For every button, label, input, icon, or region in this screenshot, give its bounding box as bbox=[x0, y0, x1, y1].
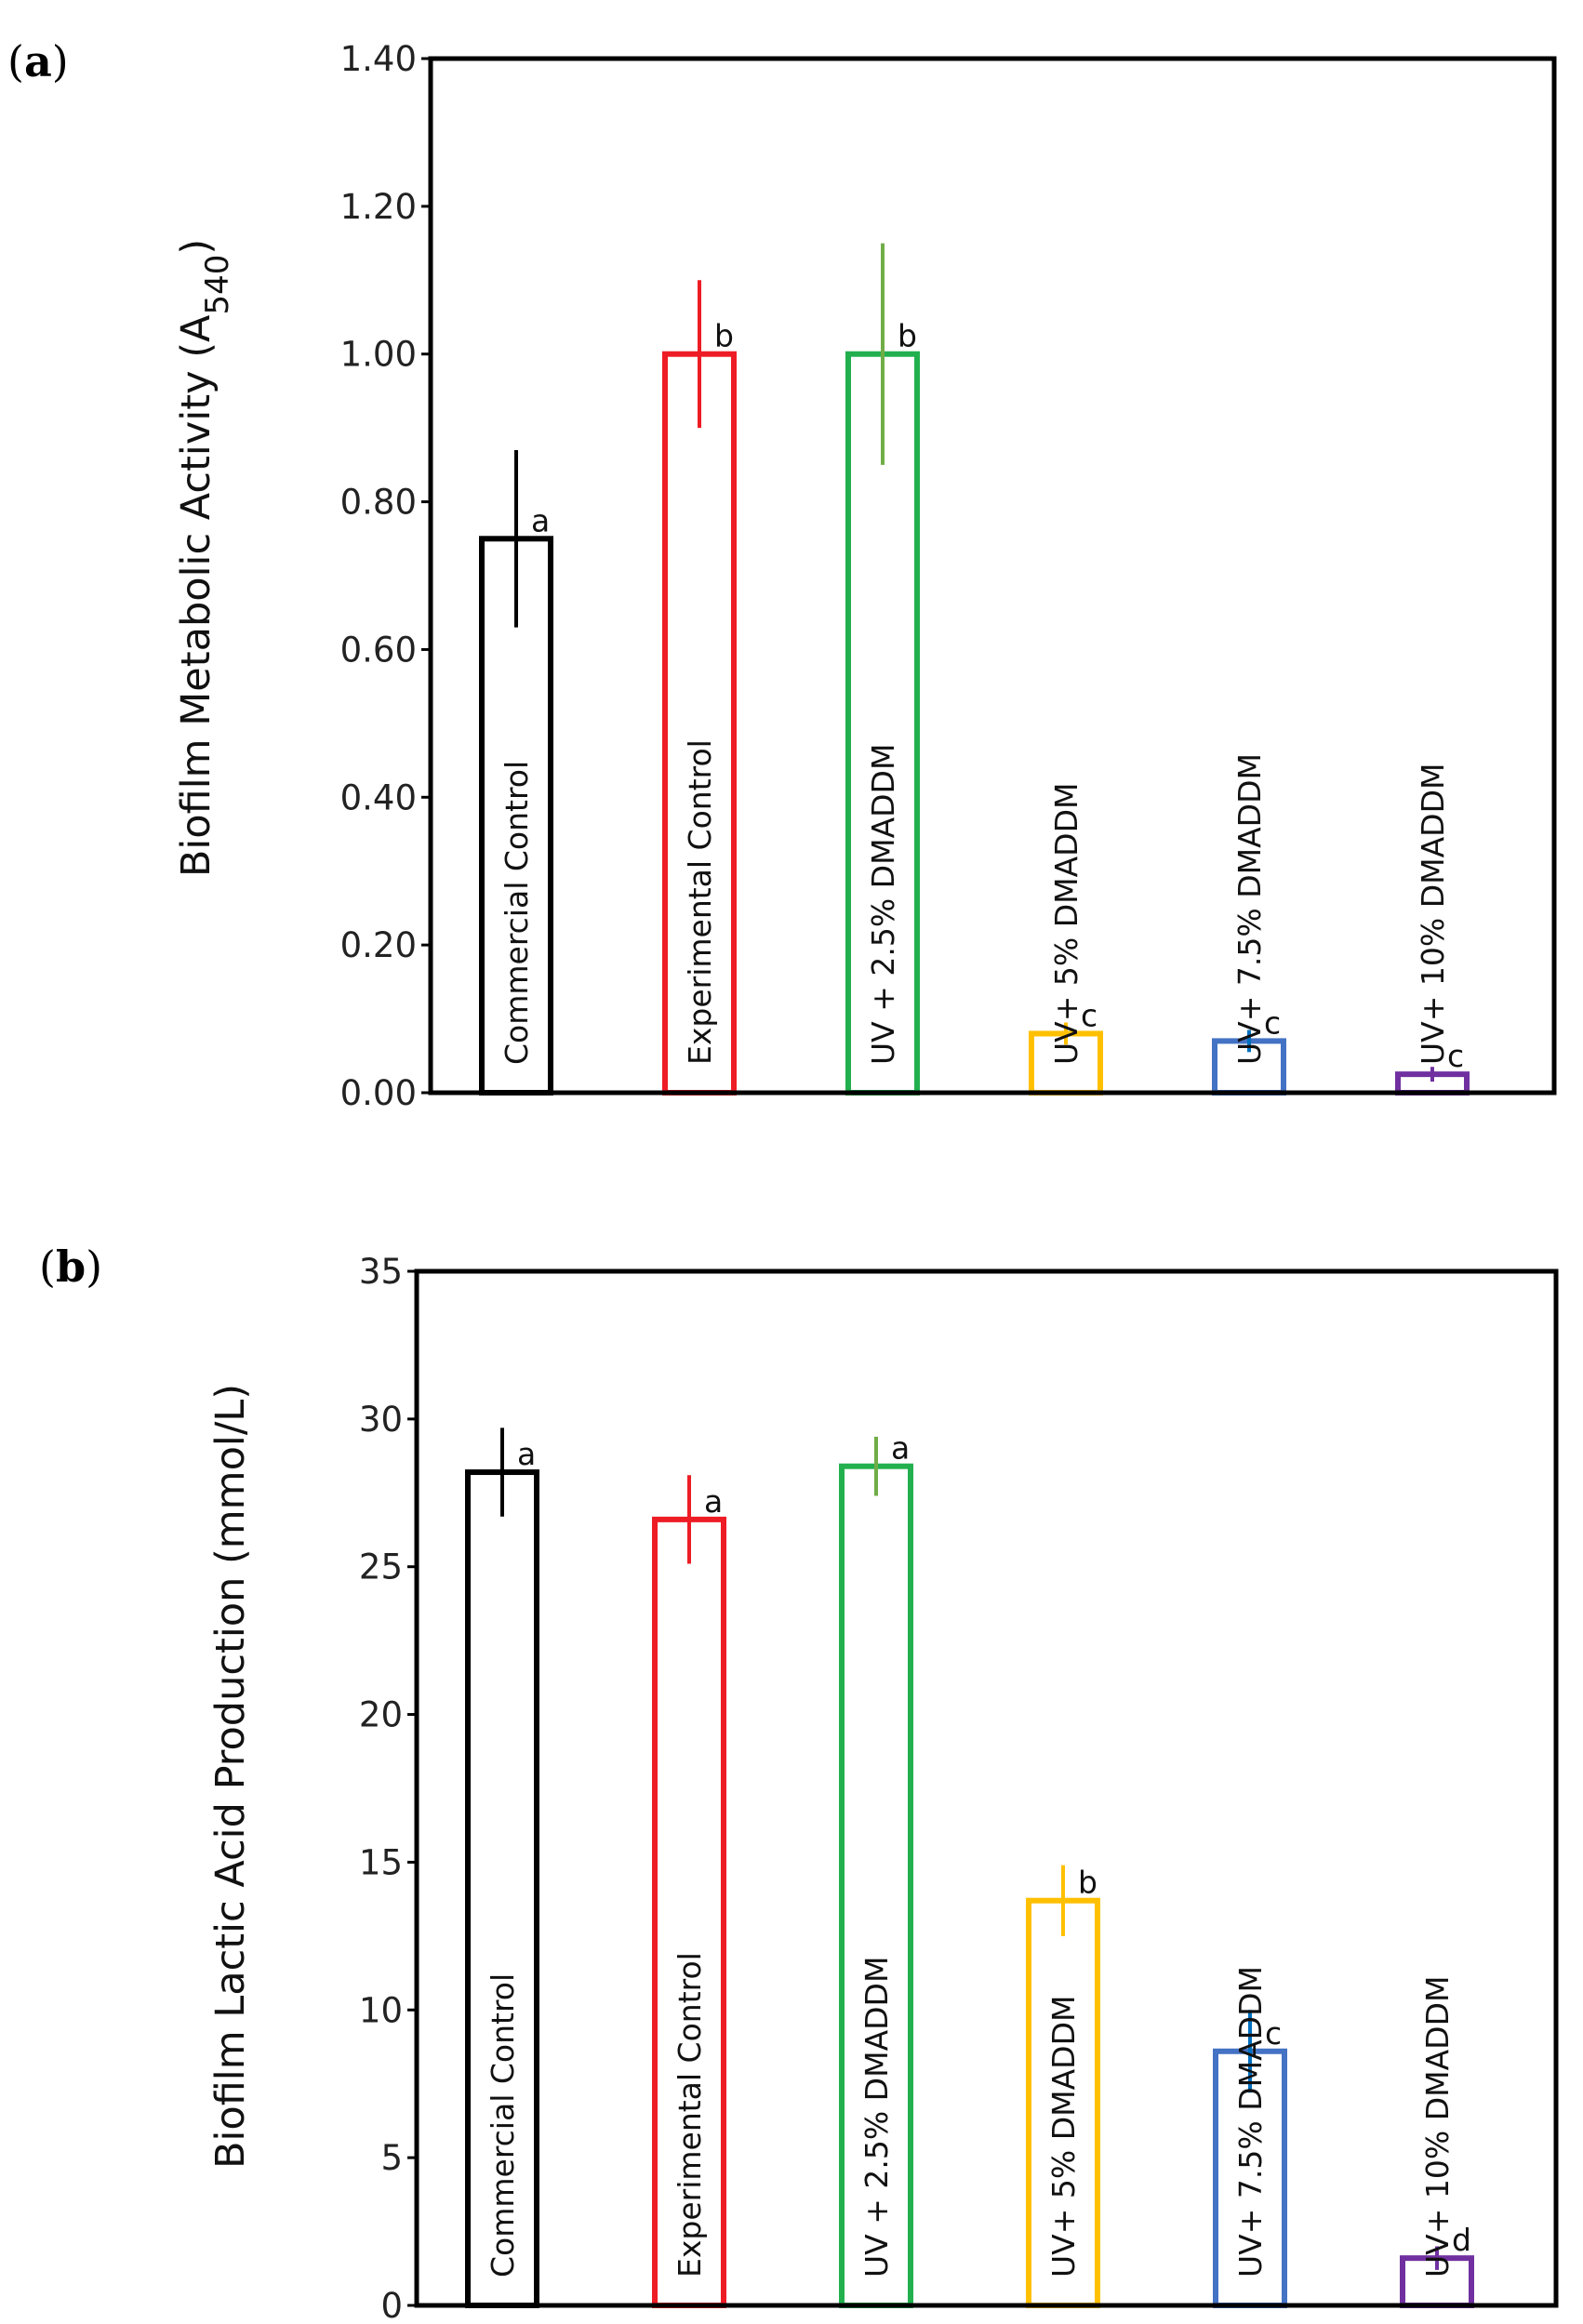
panel-b-letter: b bbox=[56, 1242, 86, 1292]
panel-b-category-label: Experimental Control bbox=[672, 1952, 708, 2278]
panel-b-y-tick-label: 35 bbox=[359, 1252, 403, 1292]
panel-a-y-tick-label: 0.40 bbox=[340, 777, 417, 817]
panel-a-y-tick-label: 0.80 bbox=[340, 483, 417, 523]
panel-a-category-label: Experimental Control bbox=[682, 739, 718, 1065]
panel-b-y-tick-label: 20 bbox=[359, 1695, 403, 1735]
panel-b-close-paren: ) bbox=[86, 1242, 102, 1292]
panel-b-y-tick-label: 5 bbox=[380, 2138, 403, 2178]
panel-a-open-paren: ( bbox=[7, 36, 24, 86]
panel-a-significance-label: c bbox=[1081, 997, 1097, 1033]
panel-a-significance-label: c bbox=[1447, 1038, 1464, 1074]
panel-b-significance-label: a bbox=[704, 1483, 723, 1520]
panel-a-y-tick-label: 1.00 bbox=[340, 335, 417, 375]
panel-a-y-axis-label: Biofilm Metabolic Activity (A540) bbox=[173, 239, 236, 877]
panel-a-close-paren: ) bbox=[52, 36, 69, 86]
panel-b-significance-label: c bbox=[1265, 2015, 1282, 2052]
panel-a-significance-label: c bbox=[1264, 1004, 1281, 1041]
panel-a-y-tick-label: 0.20 bbox=[340, 925, 417, 965]
panel-b-y-tick-label: 30 bbox=[359, 1400, 403, 1440]
panel-a-y-tick-label: 0.60 bbox=[340, 630, 417, 670]
panel-b-open-paren: ( bbox=[39, 1242, 56, 1292]
panel-a-category-label: UV + 2.5% DMADDM bbox=[865, 744, 901, 1065]
panel-a-category-label: UV+ 7.5% DMADDM bbox=[1231, 753, 1268, 1065]
panel-b-category-label: UV + 2.5% DMADDM bbox=[858, 1957, 895, 2278]
panel-a-category-label: UV+ 10% DMADDM bbox=[1415, 764, 1451, 1065]
panel-a-significance-label: b bbox=[714, 318, 734, 354]
panel-b-y-tick-label: 15 bbox=[359, 1842, 403, 1882]
panel-b-y-axis-label: Biofilm Lactic Acid Production (mmol/L) bbox=[207, 1384, 254, 2169]
chart-panel-a: (a) Biofilm Metabolic Activity (A540) 0.… bbox=[7, 36, 1557, 1113]
panel-a-significance-label: b bbox=[898, 318, 917, 354]
panel-a-y-tick-label: 0.00 bbox=[340, 1073, 417, 1113]
panel-a-label: (a) bbox=[7, 36, 69, 86]
panel-b-significance-label: d bbox=[1452, 2222, 1471, 2258]
panel-a-category-label: Commercial Control bbox=[499, 761, 535, 1065]
panel-b-significance-label: b bbox=[1078, 1865, 1097, 1901]
panel-b-plot-frame bbox=[414, 1268, 1559, 2308]
panel-b-significance-label: a bbox=[891, 1430, 910, 1467]
panel-b-y-tick-label: 10 bbox=[359, 1990, 403, 2030]
panel-b-label: (b) bbox=[39, 1242, 102, 1292]
chart-panel-b: (b) Biofilm Lactic Acid Production (mmol… bbox=[39, 1242, 1559, 2324]
panel-b-y-tick-label: 0 bbox=[380, 2286, 403, 2324]
panel-a-plot-frame bbox=[428, 56, 1557, 1096]
panel-b-category-label: UV+ 10% DMADDM bbox=[1419, 1976, 1456, 2278]
panel-b-category-label: UV+ 5% DMADDM bbox=[1045, 1996, 1082, 2278]
panel-b-significance-label: a bbox=[517, 1436, 536, 1472]
panel-a-significance-label: a bbox=[531, 502, 550, 538]
panel-b-category-label: Commercial Control bbox=[485, 1973, 521, 2278]
panel-a-y-tick-label: 1.40 bbox=[340, 39, 417, 79]
panel-a-category-label: UV+ 5% DMADDM bbox=[1048, 783, 1084, 1065]
panel-b-category-label: UV+ 7.5% DMADDM bbox=[1232, 1966, 1269, 2278]
panel-a-letter: a bbox=[24, 36, 52, 86]
panel-b-y-tick-label: 25 bbox=[359, 1547, 403, 1587]
panel-a-y-tick-label: 1.20 bbox=[340, 187, 417, 227]
